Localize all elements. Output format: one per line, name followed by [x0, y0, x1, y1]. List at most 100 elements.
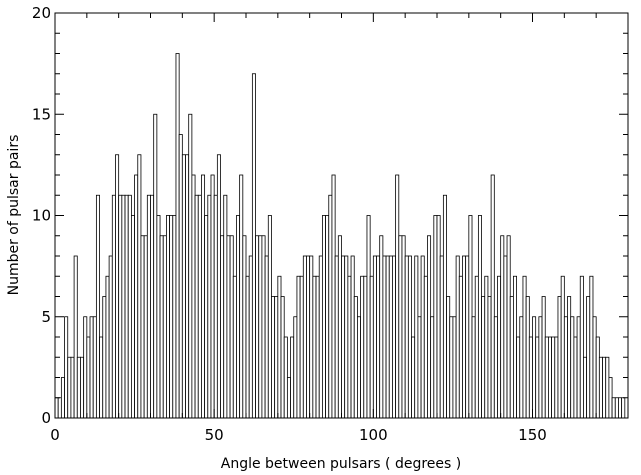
histogram-bar — [382, 255, 387, 419]
histogram-bar — [70, 356, 75, 419]
histogram-bar — [73, 255, 78, 419]
histogram-bar — [159, 235, 164, 419]
histogram-bar — [446, 296, 451, 419]
histogram-bar — [271, 296, 276, 419]
histogram-bar — [516, 336, 521, 419]
histogram-bar — [178, 134, 183, 419]
histogram-bar — [89, 316, 94, 419]
histogram-bar — [57, 397, 62, 419]
histogram-bar — [337, 235, 342, 419]
histogram-bar — [283, 336, 288, 419]
histogram-bar — [427, 235, 432, 419]
histogram-bar — [306, 255, 311, 419]
histogram-bar — [277, 275, 282, 419]
histogram-bar — [95, 194, 100, 419]
histogram-bar — [363, 275, 368, 419]
histogram-bar — [608, 377, 613, 419]
histogram-bar — [439, 255, 444, 419]
histogram-bar — [557, 296, 562, 419]
histogram-bar — [245, 275, 250, 419]
histogram-bar — [487, 296, 492, 419]
histogram-bar — [223, 194, 228, 419]
histogram-bar — [563, 316, 568, 419]
histogram-bar — [621, 397, 626, 419]
histogram-bar — [385, 255, 390, 419]
histogram-bar — [493, 316, 498, 419]
histogram-bar — [229, 235, 234, 419]
histogram-bar — [118, 194, 123, 419]
histogram-bar — [573, 336, 578, 419]
histogram-bar — [538, 316, 543, 419]
histogram-bar — [595, 336, 600, 419]
histogram-bar — [560, 275, 565, 419]
histogram-bar — [150, 194, 155, 419]
histogram-bar — [618, 397, 623, 419]
y-tick-label: 20 — [32, 4, 51, 22]
histogram-bar — [468, 215, 473, 419]
histogram-bar — [579, 275, 584, 419]
histogram-bar — [455, 255, 460, 419]
histogram-bar — [344, 255, 349, 419]
x-tick-label: 0 — [50, 426, 60, 444]
histogram-bar — [471, 316, 476, 419]
histogram-bar — [185, 154, 190, 419]
histogram-bar — [156, 215, 161, 419]
histogram-bar — [401, 235, 406, 419]
histogram-bar — [290, 336, 295, 419]
histogram-bar — [484, 275, 489, 419]
histogram-bar — [567, 296, 572, 419]
histogram-bar — [411, 336, 416, 419]
y-tick-label: 5 — [41, 308, 51, 326]
histogram-bar — [226, 235, 231, 419]
histogram-bar — [334, 255, 339, 419]
histogram-bar — [258, 235, 263, 419]
histogram-bar — [267, 215, 272, 419]
histogram-bar — [204, 215, 209, 419]
histogram-bar — [188, 113, 193, 419]
histogram-bar — [121, 194, 126, 419]
histogram-bar — [407, 255, 412, 419]
histogram-bar — [296, 275, 301, 419]
histogram-bar — [366, 215, 371, 419]
histogram-bar — [261, 235, 266, 419]
histogram-bar — [458, 275, 463, 419]
histogram-bar — [570, 316, 575, 419]
histogram-bar — [592, 316, 597, 419]
histogram-bar — [108, 255, 113, 419]
histogram-bar — [528, 336, 533, 419]
histogram-bar — [175, 53, 180, 419]
histogram-bar — [598, 356, 603, 419]
histogram-bar — [548, 336, 553, 419]
histogram-bar — [162, 235, 167, 419]
histogram-bar — [191, 174, 196, 419]
histogram-bar — [124, 194, 129, 419]
histogram-bar — [442, 194, 447, 419]
histogram-bar — [76, 356, 81, 419]
histogram-bar — [353, 296, 358, 419]
histogram-bar — [67, 356, 72, 419]
histogram-bar — [433, 215, 438, 419]
histogram-bar — [127, 194, 132, 419]
histogram-bar — [210, 174, 215, 419]
histogram-bar — [509, 296, 514, 419]
histogram-bar — [236, 215, 241, 419]
histogram-bar — [392, 255, 397, 419]
histogram-bar — [474, 275, 479, 419]
histogram-bar — [369, 275, 374, 419]
histogram-bar — [242, 235, 247, 419]
histogram-bar — [274, 296, 279, 419]
histogram-bar — [398, 235, 403, 419]
histogram-bar — [503, 255, 508, 419]
histogram-bar — [350, 255, 355, 419]
histogram-bar — [417, 316, 422, 419]
histogram-bar — [115, 154, 120, 419]
histogram-bar — [302, 255, 307, 419]
histogram-bar — [490, 174, 495, 419]
histogram-bar — [357, 316, 361, 419]
histogram-bar — [525, 296, 530, 419]
histogram-bar — [506, 235, 511, 419]
histogram-bar — [532, 316, 537, 419]
y-axis-label: Number of pulsar pairs — [6, 135, 22, 296]
histogram-bar — [232, 275, 237, 419]
